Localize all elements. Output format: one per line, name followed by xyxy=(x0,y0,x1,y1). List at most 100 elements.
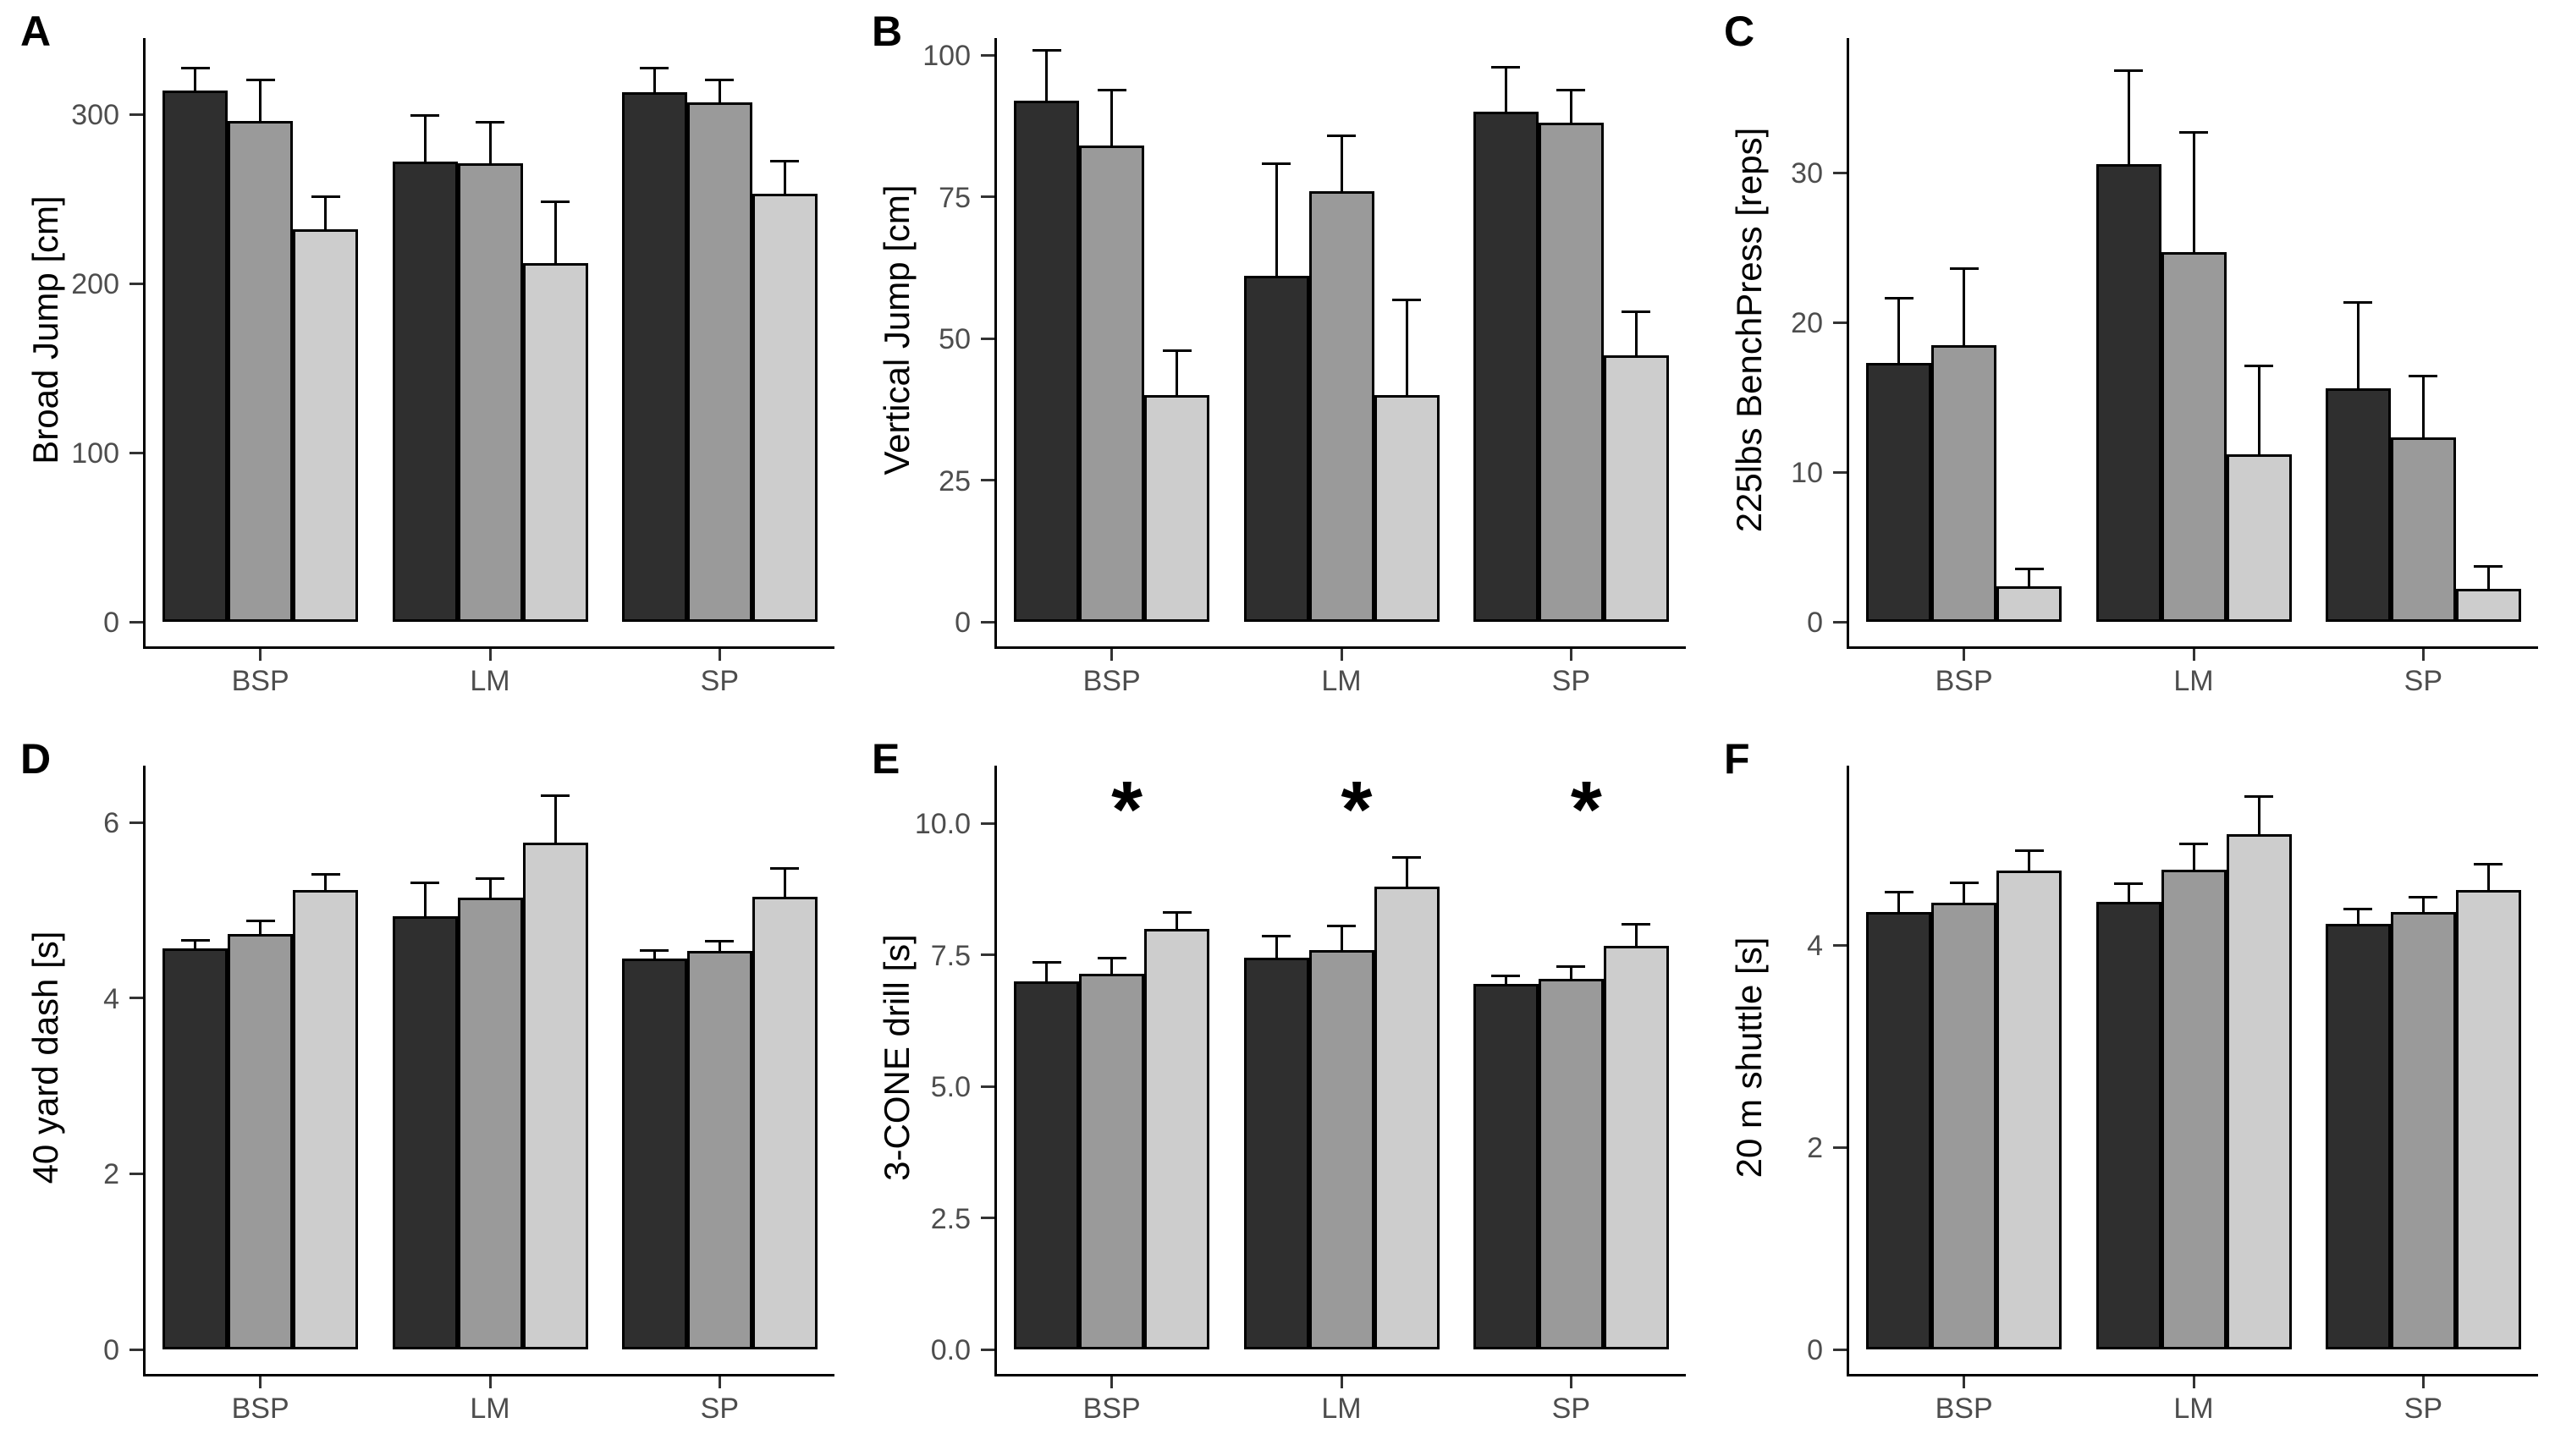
y-tick-mark xyxy=(1833,620,1847,624)
bar-dark-gray-bsp xyxy=(1866,912,1932,1349)
error-bar-line xyxy=(2486,564,2490,590)
error-bar-line xyxy=(653,948,656,959)
x-axis-line xyxy=(1847,1374,2538,1376)
error-bar-line xyxy=(718,79,721,102)
error-bar-cap xyxy=(1327,134,1356,137)
error-bar-line xyxy=(2257,794,2260,835)
bar-light-gray-sp xyxy=(1603,945,1669,1349)
x-tick-label: LM xyxy=(1321,665,1362,697)
error-bar-line xyxy=(194,939,197,948)
error-bar-cap xyxy=(1556,89,1586,92)
x-tick-label: BSP xyxy=(1935,1393,1993,1425)
error-bar-cap xyxy=(1097,956,1126,959)
x-tick-label: LM xyxy=(470,665,510,697)
bar-light-gray-sp xyxy=(2455,589,2521,622)
error-bar-cap xyxy=(2114,882,2143,886)
error-bar-line xyxy=(423,881,427,917)
y-tick-mark xyxy=(981,479,994,482)
error-bar-line xyxy=(1405,299,1408,396)
x-tick-label: SP xyxy=(700,665,740,697)
x-tick-label: LM xyxy=(2173,1393,2214,1425)
bar-dark-gray-lm xyxy=(392,162,458,622)
error-bar-line xyxy=(1110,956,1114,974)
error-bar-cap xyxy=(1491,66,1521,69)
x-axis-line xyxy=(143,646,834,649)
x-tick-mark xyxy=(1340,649,1343,661)
y-tick-label: 100 xyxy=(922,40,971,73)
error-bar-cap xyxy=(2474,862,2503,865)
bar-medium-gray-sp xyxy=(686,102,752,622)
error-bar-line xyxy=(259,79,262,121)
panel-f: F 20 m shuttle [s] 0 2 4 BSP LM SP xyxy=(1704,728,2555,1456)
y-tick-label: 50 xyxy=(939,323,971,356)
error-bar-cap xyxy=(1262,162,1291,166)
x-tick-label: SP xyxy=(1551,665,1591,697)
bar-dark-gray-bsp xyxy=(162,948,229,1349)
error-bar-line xyxy=(653,67,656,92)
error-bar-cap xyxy=(2244,364,2273,367)
error-bar-cap xyxy=(1556,965,1586,969)
error-bar-line xyxy=(2127,882,2130,903)
error-bar-cap xyxy=(410,881,439,884)
error-bar-line xyxy=(1504,66,1507,113)
error-bar-cap xyxy=(2179,130,2208,134)
error-bar-cap xyxy=(476,121,504,124)
error-bar-line xyxy=(2028,568,2031,586)
bar-light-gray-lm xyxy=(1374,395,1440,622)
error-bar-line xyxy=(1634,922,1638,946)
x-tick-label: LM xyxy=(470,1393,510,1425)
y-tick-label: 30 xyxy=(1791,157,1823,190)
y-tick-mark xyxy=(981,337,994,340)
error-bar-cap xyxy=(1162,911,1192,915)
bar-medium-gray-lm xyxy=(2161,869,2227,1349)
bar-dark-gray-sp xyxy=(621,959,687,1349)
significance-asterisk: * xyxy=(1341,765,1373,854)
error-bar-cap xyxy=(2343,908,2373,911)
significance-asterisk: * xyxy=(1570,765,1602,854)
bar-light-gray-bsp xyxy=(1144,395,1210,622)
x-tick-label: BSP xyxy=(231,665,289,697)
error-bar-cap xyxy=(705,79,735,81)
x-tick-mark xyxy=(2192,649,2195,661)
error-bar-line xyxy=(2356,908,2360,925)
error-bar-cap xyxy=(311,195,340,198)
bar-medium-gray-sp xyxy=(686,950,752,1349)
x-tick-mark xyxy=(2421,649,2425,661)
error-bar-cap xyxy=(2114,69,2143,73)
error-bar-line xyxy=(1405,855,1408,887)
panel-label: C xyxy=(1724,8,1755,55)
bar-medium-gray-lm xyxy=(457,897,523,1349)
bar-light-gray-sp xyxy=(2455,889,2521,1349)
bar-dark-gray-sp xyxy=(621,92,687,622)
bar-dark-gray-lm xyxy=(392,916,458,1349)
panel-label: B xyxy=(872,8,903,55)
panel-label: F xyxy=(1724,735,1750,783)
y-tick-mark xyxy=(129,451,143,454)
error-bar-line xyxy=(1340,134,1343,191)
y-tick-label: 0 xyxy=(955,607,971,639)
bar-dark-gray-sp xyxy=(2325,924,2391,1349)
x-tick-mark xyxy=(1110,649,1114,661)
bar-medium-gray-sp xyxy=(2390,912,2456,1349)
x-tick-label: BSP xyxy=(231,1393,289,1425)
y-tick-label: 2 xyxy=(1807,1132,1823,1165)
x-tick-mark xyxy=(1569,649,1572,661)
bar-dark-gray-lm xyxy=(1243,957,1309,1349)
error-bar-line xyxy=(488,121,492,163)
error-bar-cap xyxy=(180,939,210,942)
y-tick-mark xyxy=(981,821,994,825)
x-tick-label: SP xyxy=(2404,1393,2443,1425)
y-tick-label: 300 xyxy=(71,99,119,131)
bar-light-gray-sp xyxy=(1603,355,1669,622)
panel-label: A xyxy=(20,8,52,55)
panel-label: E xyxy=(872,735,900,783)
bar-dark-gray-lm xyxy=(2095,163,2161,622)
x-tick-mark xyxy=(1110,1376,1114,1388)
bar-dark-gray-sp xyxy=(1473,112,1539,622)
error-bar-line xyxy=(423,114,427,162)
x-axis-line xyxy=(994,1374,1686,1376)
y-tick-mark xyxy=(1833,470,1847,474)
y-tick-label: 5.0 xyxy=(930,1071,971,1104)
panel-e: E 3-CONE drill [s] 0.0 2.5 5.0 7.5 10.0 BSP * LM *… xyxy=(851,728,1704,1456)
